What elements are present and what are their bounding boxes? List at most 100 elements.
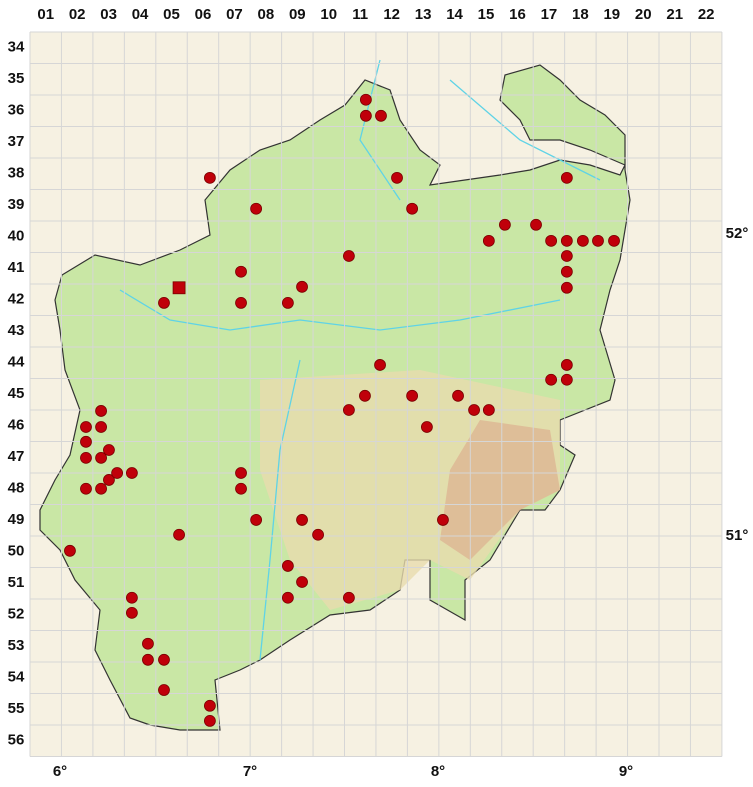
record-dot [296,576,308,588]
column-label: 20 [635,6,652,23]
column-label: 10 [320,6,337,23]
record-dot [95,421,107,433]
record-dot [560,281,573,294]
record-dot [80,482,92,495]
column-label: 18 [572,6,589,23]
record-dot [281,296,294,309]
record-dot [359,93,372,106]
row-label: 46 [8,417,25,434]
record-dot [296,514,308,526]
record-dot [375,109,387,122]
grid [29,31,723,757]
row-label: 53 [8,637,25,654]
row-label: 35 [8,70,25,87]
column-label: 07 [226,6,243,23]
record-dot [560,250,573,262]
record-dot [608,234,620,247]
record-dot [158,684,170,696]
record-dot [437,514,449,526]
record-dot [235,482,247,495]
column-label: 11 [352,6,368,23]
record-dot [203,171,216,184]
records [64,93,620,727]
column-label: 03 [100,6,117,23]
column-label: 13 [415,6,432,23]
column-label: 02 [69,6,86,23]
column-label: 19 [603,6,620,23]
column-label: 06 [195,6,212,23]
record-dot [125,591,138,604]
latitude-label: 52° [726,225,749,242]
record-dot [125,606,138,619]
record-dot [343,404,355,416]
longitude-label: 6° [53,763,67,780]
record-dot [95,482,107,495]
record-dot [592,234,604,247]
row-label: 38 [8,165,25,182]
row-label: 42 [8,291,25,308]
record-dot [406,389,419,402]
column-label: 12 [383,6,400,23]
record-dot [125,467,138,479]
record-dot [142,637,154,650]
record-dot [560,373,573,386]
record-dot [374,359,386,371]
row-label: 41 [8,259,25,276]
longitude-label: 7° [243,763,257,780]
record-dot [482,234,495,247]
record-dot [281,591,294,604]
labels: 01 02 03 04 05 06 07 08 09 10 11 12 13 14 15 16 17 18 19 20… [8,6,715,749]
row-label: 45 [8,385,25,402]
record-dot [203,699,216,712]
record-dot [80,435,92,448]
row-label: 54 [8,669,25,686]
record-dot [235,296,247,309]
record-dot [545,373,558,386]
record-dot [498,218,511,231]
record-dot [95,451,107,464]
record-dot [250,202,263,215]
record-dot [235,467,247,479]
row-label: 48 [8,480,25,497]
record-dot [343,250,355,262]
record-dot [468,404,480,416]
row-label: 39 [8,196,25,213]
record-dot [103,474,115,486]
row-label: 34 [8,39,25,56]
record-dot [80,451,92,464]
record-dot [95,405,107,417]
record-dot [545,234,558,247]
record-dot [406,202,419,215]
row-label: 47 [8,448,25,465]
record-dot [359,109,372,122]
column-label: 21 [666,6,683,23]
column-label: 16 [509,6,526,23]
record-dot [281,560,294,572]
record-dot [391,171,403,184]
column-label: 08 [258,6,275,23]
row-label: 52 [8,606,25,623]
record-dot [359,389,371,402]
record-dot [173,528,185,541]
column-label: 22 [698,6,715,23]
record-dot [560,359,573,371]
row-label: 37 [8,133,25,150]
record-dot [250,514,263,526]
longitude-label: 9° [619,763,633,780]
record-dot [560,234,573,247]
record-dot [80,421,92,433]
record-dot [158,296,170,309]
record-dot [420,421,433,433]
row-label: 49 [8,511,25,528]
column-label: 14 [446,6,463,23]
record-dot [235,265,247,278]
record-dot [64,544,76,557]
row-label: 55 [8,700,25,717]
row-label: 56 [8,732,25,749]
record-dot [111,467,124,479]
column-label: 05 [163,6,180,23]
record-dot [452,389,464,402]
record-dot [482,404,495,416]
record-dot [203,715,216,727]
